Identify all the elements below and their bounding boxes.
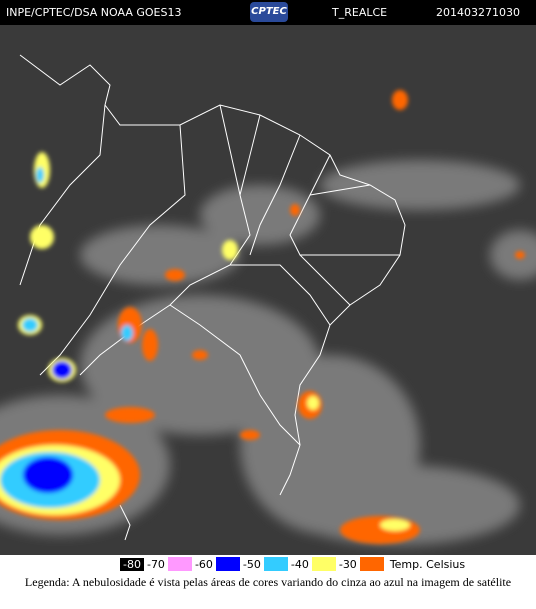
legend-item: -30 [336,556,384,572]
legend-swatch [167,557,192,571]
legend-label: -50 [242,557,261,571]
legend-label: -30 [338,557,357,571]
legend-label: -70 [146,557,165,571]
legend-swatch [215,557,240,571]
timestamp: 201403271030 [436,6,520,19]
legend-unit: Temp. Celsius [389,557,466,571]
legend-item: -50 [240,556,288,572]
legend-label: -60 [194,557,213,571]
header: INPE/CPTEC/DSA NOAA GOES13 CPTEC T_REALC… [0,0,536,25]
header-title: INPE/CPTEC/DSA NOAA GOES13 [6,6,182,19]
satellite-map [0,25,536,555]
legend-label: -80 [120,557,144,571]
logo: CPTEC [250,2,288,22]
legend-item: -70 [144,556,192,572]
color-legend: -80 -70 -60 -50 -40 -30 Temp. Celsius [120,556,465,572]
legend-swatch [263,557,288,571]
legend-item: -60 [192,556,240,572]
legend-swatch [359,557,384,571]
legend-item: -40 [288,556,336,572]
caption: Legenda: A nebulosidade é vista pelas ár… [24,575,512,589]
legend-item: -80 [120,556,144,572]
legend-label: -40 [290,557,309,571]
legend-swatch [311,557,336,571]
product: T_REALCE [332,6,388,19]
